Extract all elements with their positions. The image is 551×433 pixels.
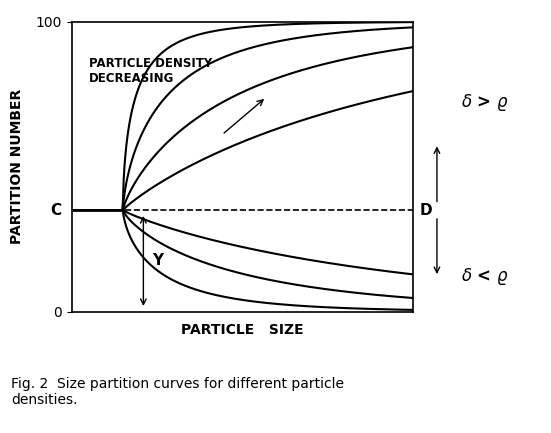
Text: C: C xyxy=(50,203,61,218)
Text: D: D xyxy=(420,203,433,218)
Text: $\delta$ > $\varrho$: $\delta$ > $\varrho$ xyxy=(461,92,509,113)
X-axis label: PARTICLE   SIZE: PARTICLE SIZE xyxy=(181,323,304,337)
Y-axis label: PARTITION NUMBER: PARTITION NUMBER xyxy=(10,89,24,244)
Text: Y: Y xyxy=(152,253,163,268)
Text: PARTICLE DENSITY
DECREASING: PARTICLE DENSITY DECREASING xyxy=(89,57,212,85)
Text: Fig. 2  Size partition curves for different particle
densities.: Fig. 2 Size partition curves for differe… xyxy=(11,377,344,407)
Text: $\delta$ < $\varrho$: $\delta$ < $\varrho$ xyxy=(461,266,509,288)
